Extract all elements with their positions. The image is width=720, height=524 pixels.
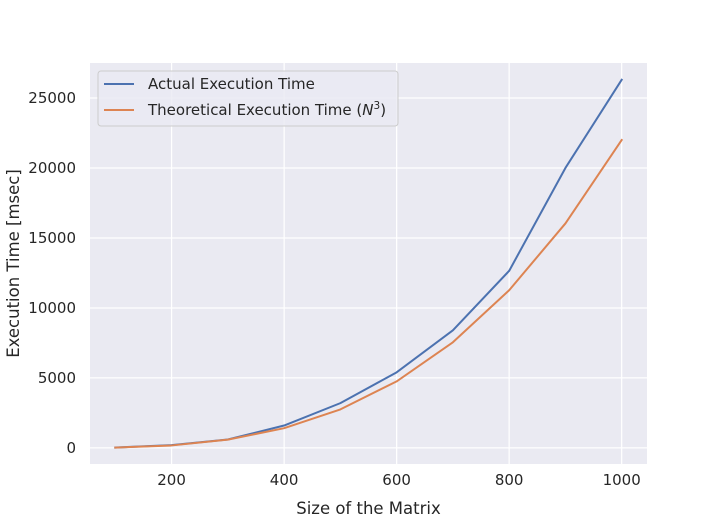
x-tick-labels: 200 400 600 800 1000 <box>157 471 641 489</box>
legend-label-actual: Actual Execution Time <box>148 75 315 93</box>
y-axis-label: Execution Time [msec] <box>4 169 23 358</box>
legend-box <box>97 70 399 127</box>
plot-area <box>90 63 647 464</box>
series-line-theoretical <box>114 138 624 449</box>
x-tick-label: 400 <box>270 471 299 489</box>
x-axis-label: Size of the Matrix <box>296 499 441 518</box>
x-tick-label: 800 <box>495 471 524 489</box>
legend-label-theoretical-exponent: 3 <box>374 100 381 112</box>
y-tick-label: 25000 <box>28 89 76 107</box>
legend-label-theoretical: Theoretical Execution Time (N3) <box>147 100 386 119</box>
series-lines <box>114 78 624 449</box>
legend-label-theoretical-tail: ) <box>380 101 386 119</box>
x-tick-label: 600 <box>382 471 411 489</box>
y-tick-label: 15000 <box>28 229 76 247</box>
y-tick-label: 20000 <box>28 159 76 177</box>
y-tick-label: 5000 <box>38 369 76 387</box>
y-tick-label: 0 <box>66 439 76 457</box>
legend-label-theoretical-math: N <box>362 101 373 119</box>
x-tick-label: 200 <box>157 471 186 489</box>
y-tick-labels: 0 5000 10000 15000 20000 25000 <box>28 89 76 457</box>
legend: Actual Execution Time Theoretical Execut… <box>97 70 399 127</box>
x-tick-label: 1000 <box>603 471 641 489</box>
legend-label-theoretical-text: Theoretical Execution Time ( <box>147 101 362 119</box>
y-tick-label: 10000 <box>28 299 76 317</box>
